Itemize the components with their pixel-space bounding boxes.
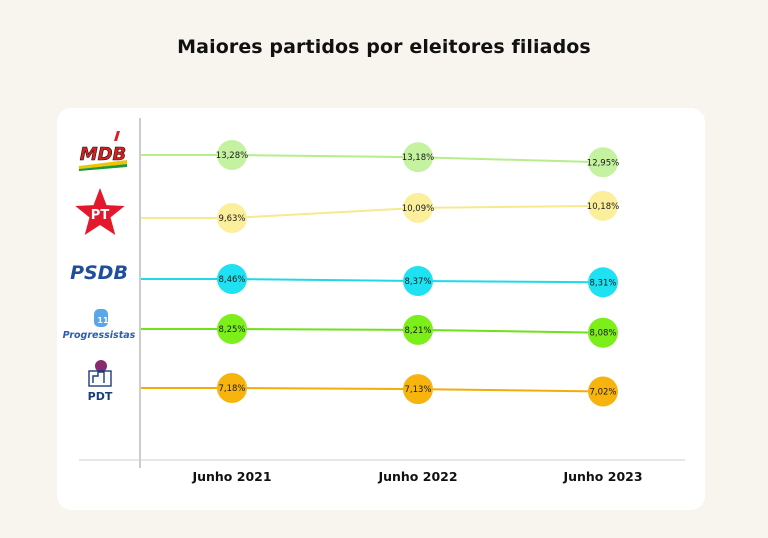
data-label: 8,37%	[404, 277, 431, 287]
data-point	[403, 142, 433, 173]
data-label: 8,46%	[218, 275, 245, 285]
progressistas-number: 11	[97, 316, 109, 325]
data-label: 13,18%	[402, 153, 434, 163]
data-label: 7,18%	[218, 384, 245, 394]
series-lines	[141, 154, 604, 393]
psdb-logo-text: PSDB	[70, 262, 128, 284]
x-tick-label: Junho 2022	[377, 469, 457, 484]
psdb-logo: PSDB	[70, 262, 128, 284]
data-label: 10,09%	[402, 204, 434, 214]
data-label: 8,08%	[589, 329, 616, 339]
data-point	[403, 374, 433, 405]
data-point	[403, 314, 433, 345]
party-logos: MDB PT PSDB 11 Progressistas PDT	[63, 131, 136, 403]
data-point	[217, 264, 247, 294]
data-point	[403, 192, 433, 223]
data-point	[217, 373, 247, 403]
x-tick-label: Junho 2021	[191, 469, 271, 484]
mdb-logo-text: MDB	[80, 144, 127, 165]
data-point	[588, 376, 618, 407]
data-point	[588, 190, 618, 221]
chart-title: Maiores partidos por eleitores filiados	[177, 36, 591, 58]
data-label: 13,28%	[216, 151, 248, 161]
data-label: 8,25%	[218, 325, 245, 335]
series-points: 13,28% 13,18% 12,95% 9,63% 10,09% 10,18% 8,46%…	[216, 140, 619, 407]
data-label: 7,02%	[589, 388, 616, 398]
data-label: 7,13%	[404, 385, 431, 395]
data-point	[217, 140, 247, 170]
pt-logo-text: PT	[91, 208, 110, 223]
chart-card: MDB PT PSDB 11 Progressistas PDT 13,28% 13,18%…	[57, 108, 705, 510]
data-label: 10,18%	[587, 202, 619, 212]
data-label: 9,63%	[218, 214, 245, 224]
pdt-logo-text: PDT	[88, 390, 113, 403]
data-point	[588, 267, 618, 298]
data-label: 12,95%	[587, 158, 619, 168]
progressistas-logo-text: Progressistas	[63, 330, 136, 341]
data-point	[588, 317, 618, 348]
data-point	[217, 314, 247, 344]
x-axis-labels: Junho 2021 Junho 2022 Junho 2023	[191, 469, 642, 484]
data-point	[217, 203, 247, 233]
x-tick-label: Junho 2023	[562, 469, 642, 484]
pdt-logo: PDT	[88, 360, 113, 403]
mdb-logo: MDB	[79, 131, 127, 171]
data-point	[588, 147, 618, 178]
data-point	[403, 265, 433, 296]
line-chart: MDB PT PSDB 11 Progressistas PDT 13,28% 13,18%…	[63, 118, 685, 484]
data-label: 8,21%	[404, 326, 431, 336]
data-label: 8,31%	[589, 278, 616, 288]
pt-star-logo: PT	[75, 188, 125, 235]
progressistas-logo: 11 Progressistas	[63, 309, 136, 341]
